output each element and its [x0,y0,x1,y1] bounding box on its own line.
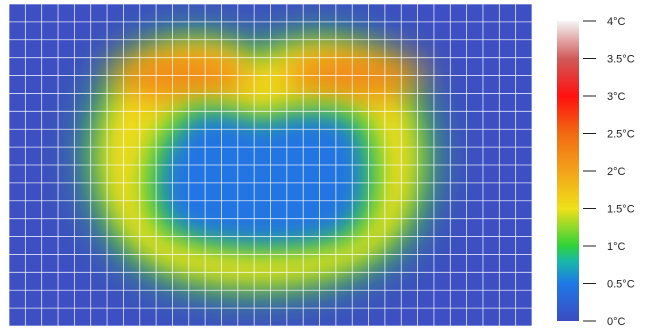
heatmap-grid [9,4,532,326]
colorbar-tick-label: 3°C [607,91,626,103]
heatmap-plot-area [9,4,532,326]
heatmap-field [87,34,431,293]
heat-inner-cool [161,114,365,243]
colorbar-tick-label: 1.5°C [607,204,635,216]
heat-hot-spot [285,51,425,99]
colorbar: 4°C 3.5°C 3°C 2.5°C 2°C 1.5°C 1°C 0.5°C 0°C [557,16,635,328]
colorbar-tick-label: 2.5°C [607,129,635,141]
colorbar-tick-label: 4°C [607,16,626,28]
colorbar-ticks: 4°C 3.5°C 3°C 2.5°C 2°C 1.5°C 1°C 0.5°C 0°C [583,16,635,328]
heat-hot-spot [110,51,250,99]
colorbar-tick-label: 3.5°C [607,54,635,66]
colorbar-gradient [557,21,579,321]
colorbar-tick-label: 0°C [607,316,626,328]
colorbar-tick-label: 0.5°C [607,279,635,291]
colorbar-tick-label: 1°C [607,241,626,253]
colorbar-tick-label: 2°C [607,166,626,178]
